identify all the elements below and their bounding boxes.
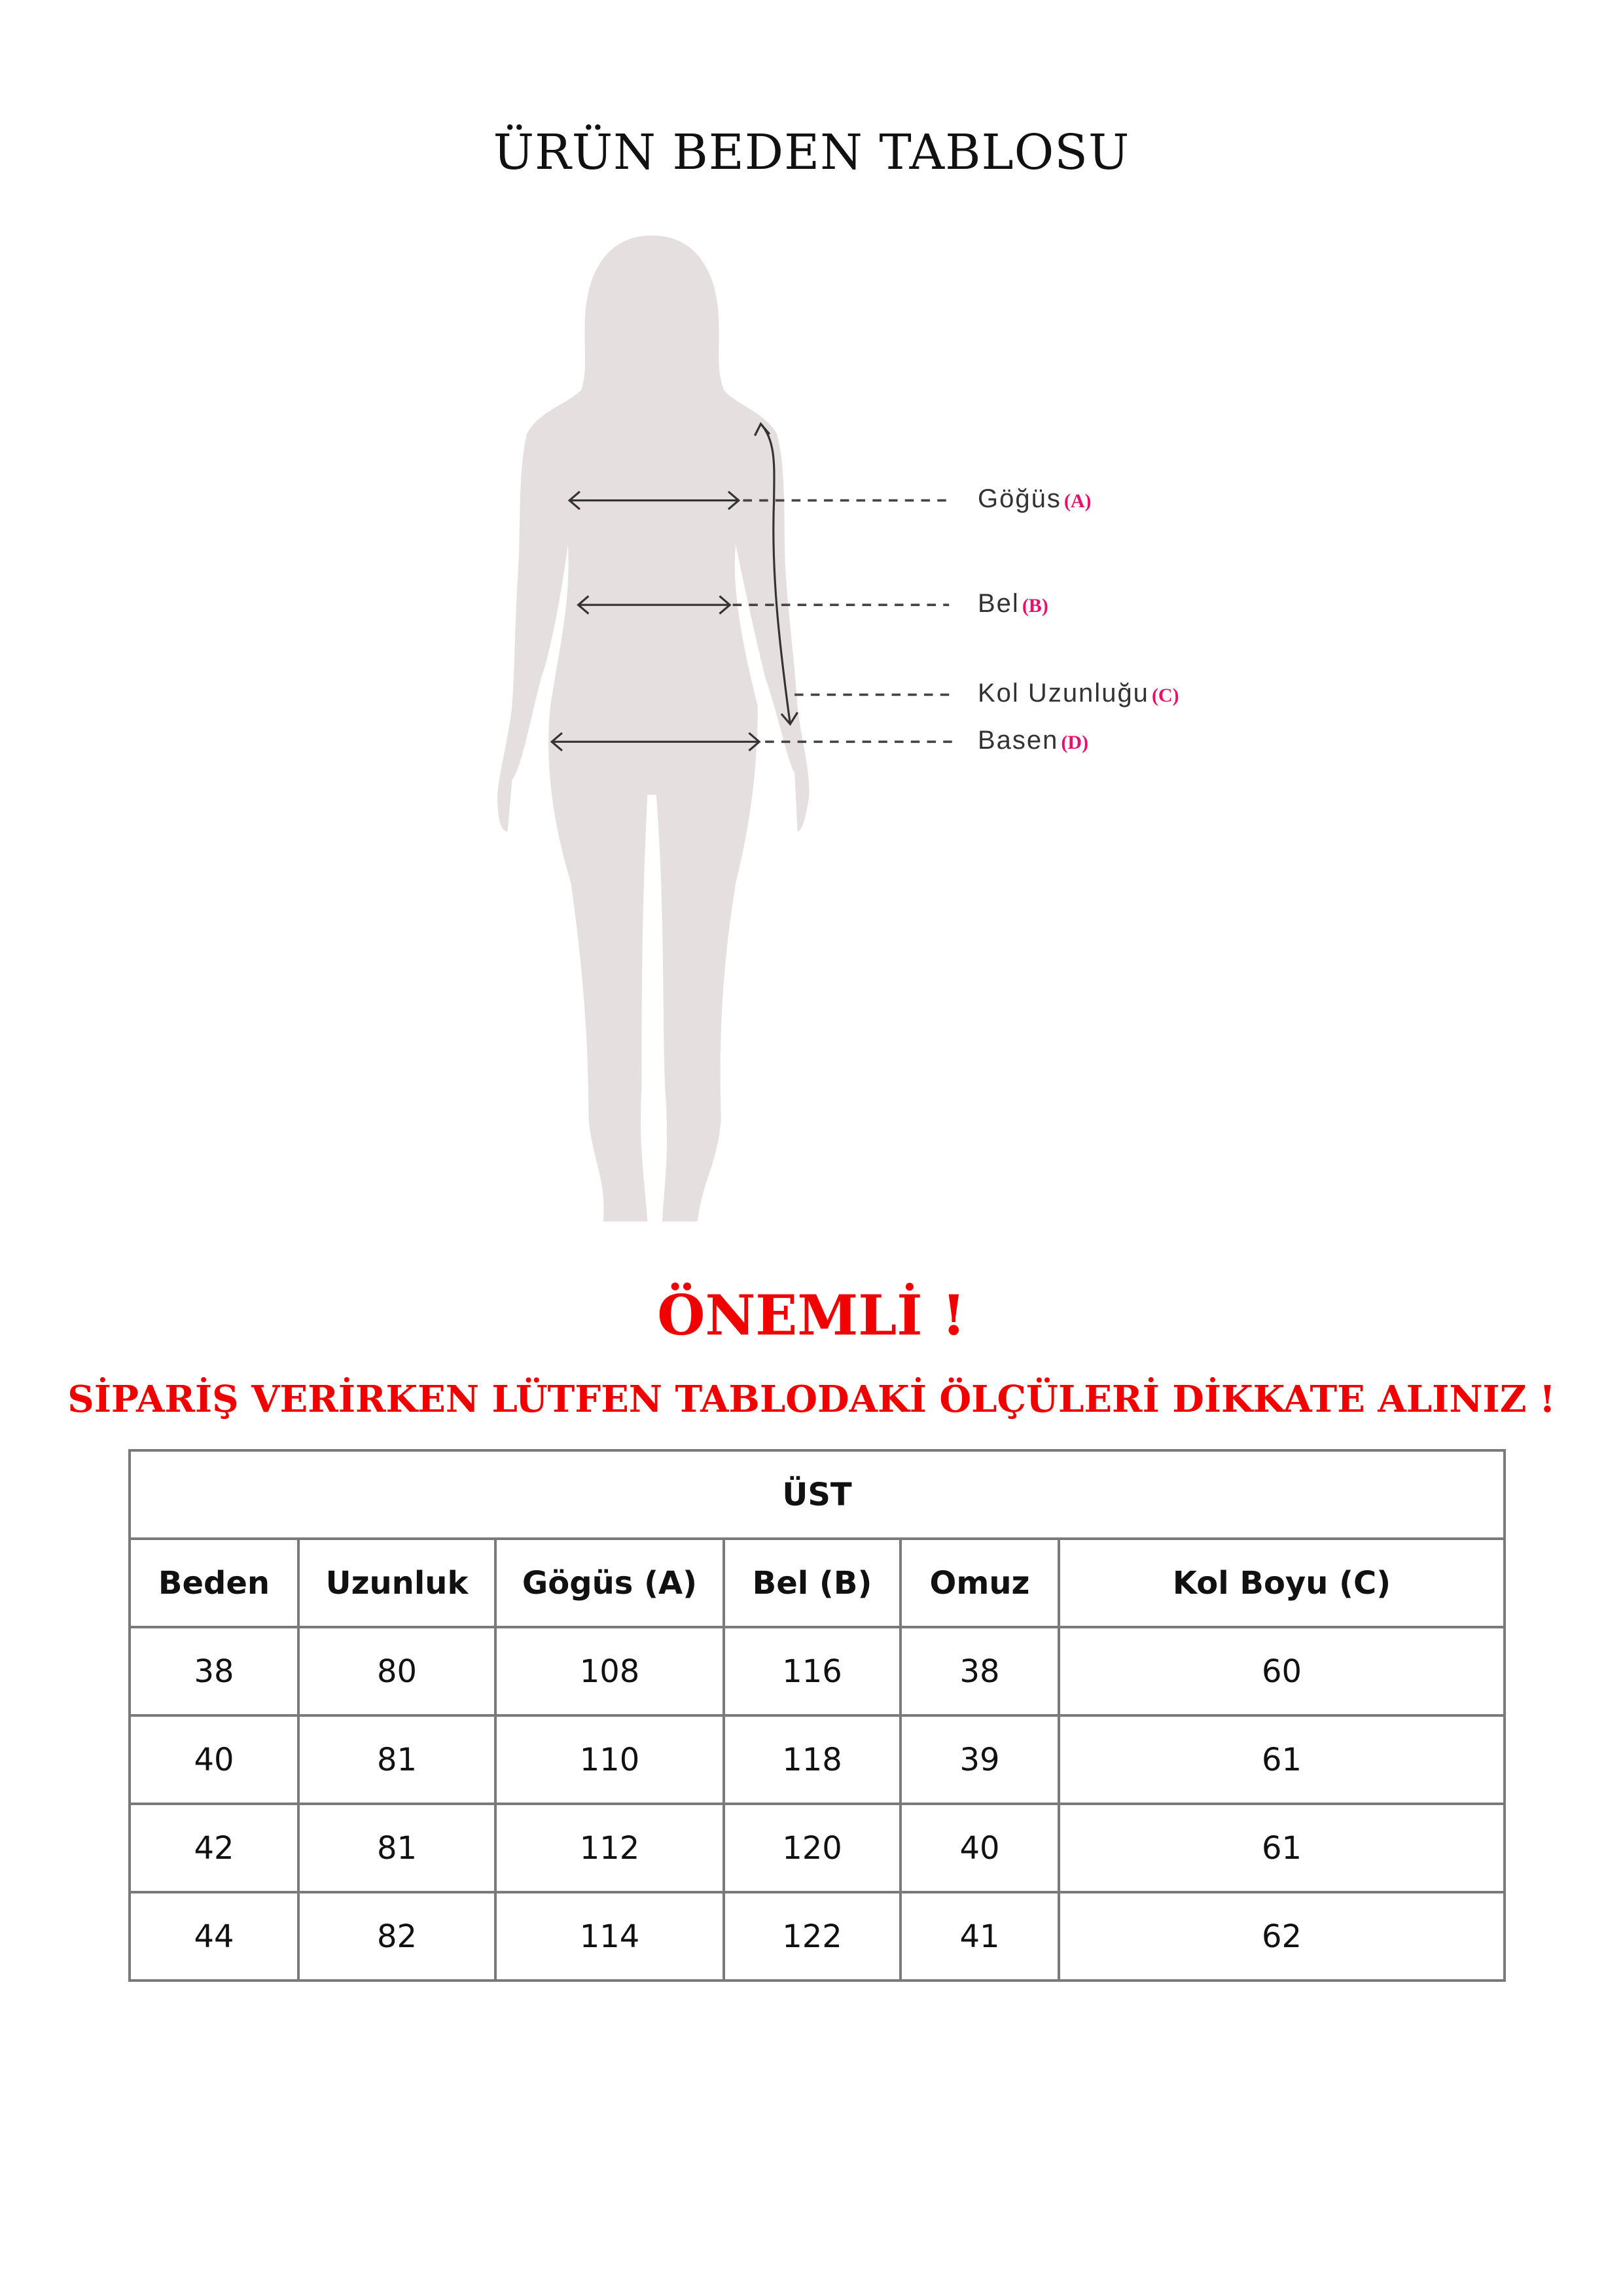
page-title: ÜRÜN BEDEN TABLOSU [493, 124, 1130, 181]
table-row: 38 80 108 116 38 60 [128, 1626, 1507, 1717]
table-cell: 60 [1057, 1626, 1507, 1717]
label-text: Göğüs [978, 484, 1061, 513]
important-heading: ÖNEMLİ ! [657, 1283, 966, 1348]
table-cell: 120 [722, 1803, 902, 1893]
label-sleeve-length: Kol Uzunluğu (C) [978, 679, 1179, 708]
label-code: (C) [1151, 685, 1179, 706]
table-cell: 40 [899, 1803, 1060, 1893]
section-row: ÜST [128, 1449, 1507, 1540]
table-cell: 41 [899, 1891, 1060, 1982]
table-cell: 38 [128, 1626, 300, 1717]
table-cell: 44 [128, 1891, 300, 1982]
label-chest: Göğüs (A) [978, 484, 1092, 514]
table-cell: 110 [494, 1714, 725, 1805]
table-cell: 62 [1057, 1891, 1507, 1982]
dashed-leader-lines [732, 499, 957, 744]
notice-text: SİPARİŞ VERİRKEN LÜTFEN TABLODAKİ ÖLÇÜLE… [67, 1378, 1556, 1421]
female-silhouette [497, 235, 810, 1222]
table-cell: 42 [128, 1803, 300, 1893]
column-header: Beden [128, 1537, 300, 1628]
section-header: ÜST [128, 1449, 1507, 1540]
table-cell: 81 [297, 1714, 497, 1805]
label-code: (B) [1022, 595, 1048, 617]
table-cell: 118 [722, 1714, 902, 1805]
table-cell: 38 [899, 1626, 1060, 1717]
table-cell: 81 [297, 1803, 497, 1893]
column-header: Omuz [899, 1537, 1060, 1628]
label-code: (A) [1063, 490, 1092, 512]
table-row: 42 81 112 120 40 61 [128, 1803, 1507, 1893]
column-header: Gögüs (A) [494, 1537, 725, 1628]
table-cell: 114 [494, 1891, 725, 1982]
table-cell: 61 [1057, 1714, 1507, 1805]
table-cell: 116 [722, 1626, 902, 1717]
label-text: Bel [978, 589, 1020, 618]
label-code: (D) [1061, 732, 1089, 753]
label-waist: Bel (B) [978, 589, 1048, 619]
size-table: ÜST Beden Uzunluk Gögüs (A) Bel (B) Omuz Kol … [128, 1449, 1507, 1982]
measurement-arrows [550, 422, 798, 752]
table-row: 44 82 114 122 41 62 [128, 1891, 1507, 1982]
table-row: 40 81 110 118 39 61 [128, 1714, 1507, 1805]
table-cell: 39 [899, 1714, 1060, 1805]
table-cell: 112 [494, 1803, 725, 1893]
column-header: Uzunluk [297, 1537, 497, 1628]
column-header: Kol Boyu (C) [1057, 1537, 1507, 1628]
table-cell: 122 [722, 1891, 902, 1982]
column-header: Bel (B) [722, 1537, 902, 1628]
label-text: Kol Uzunluğu [978, 679, 1149, 708]
table-cell: 61 [1057, 1803, 1507, 1893]
header-row: Beden Uzunluk Gögüs (A) Bel (B) Omuz Kol Boyu… [128, 1537, 1507, 1628]
table-cell: 82 [297, 1891, 497, 1982]
label-hip: Basen (D) [978, 726, 1088, 755]
label-text: Basen [978, 726, 1059, 755]
table-cell: 80 [297, 1626, 497, 1717]
table-cell: 40 [128, 1714, 300, 1805]
table-cell: 108 [494, 1626, 725, 1717]
